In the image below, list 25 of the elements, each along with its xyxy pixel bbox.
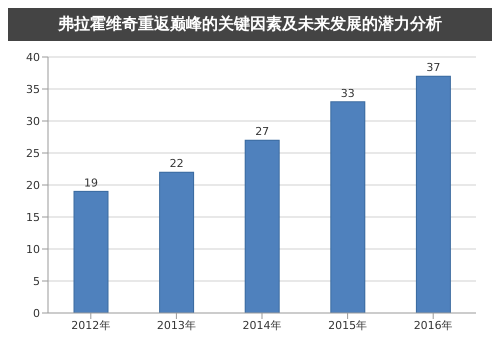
bar (330, 101, 366, 313)
y-tick-label: 10 (26, 242, 40, 256)
data-label: 22 (170, 157, 184, 170)
x-tick-label: 2014年 (242, 318, 282, 332)
x-tick-label: 2012年 (71, 318, 110, 332)
y-tick-label: 35 (26, 82, 40, 96)
data-label: 33 (340, 86, 355, 100)
y-tick-label: 30 (26, 114, 40, 128)
y-tick-label: 15 (26, 210, 40, 224)
y-tick-label: 20 (26, 178, 40, 192)
y-tick-label: 5 (33, 274, 40, 288)
bar (159, 172, 194, 313)
bar (74, 190, 108, 313)
y-tick-label: 0 (33, 306, 40, 320)
bar (416, 76, 451, 313)
bar (244, 140, 280, 313)
x-tick-label: 2013年 (156, 318, 196, 332)
y-tick-label: 40 (26, 50, 40, 64)
data-label: 19 (84, 176, 98, 190)
x-tick-label: 2016年 (414, 318, 453, 332)
data-label: 37 (426, 61, 440, 74)
data-label: 27 (255, 125, 270, 138)
chart-title: 弗拉霍维奇重返巅峰的关键因素及未来发展的潜力分析 (8, 8, 492, 41)
y-tick-label: 25 (26, 146, 40, 160)
x-tick-label: 2015年 (328, 318, 368, 332)
